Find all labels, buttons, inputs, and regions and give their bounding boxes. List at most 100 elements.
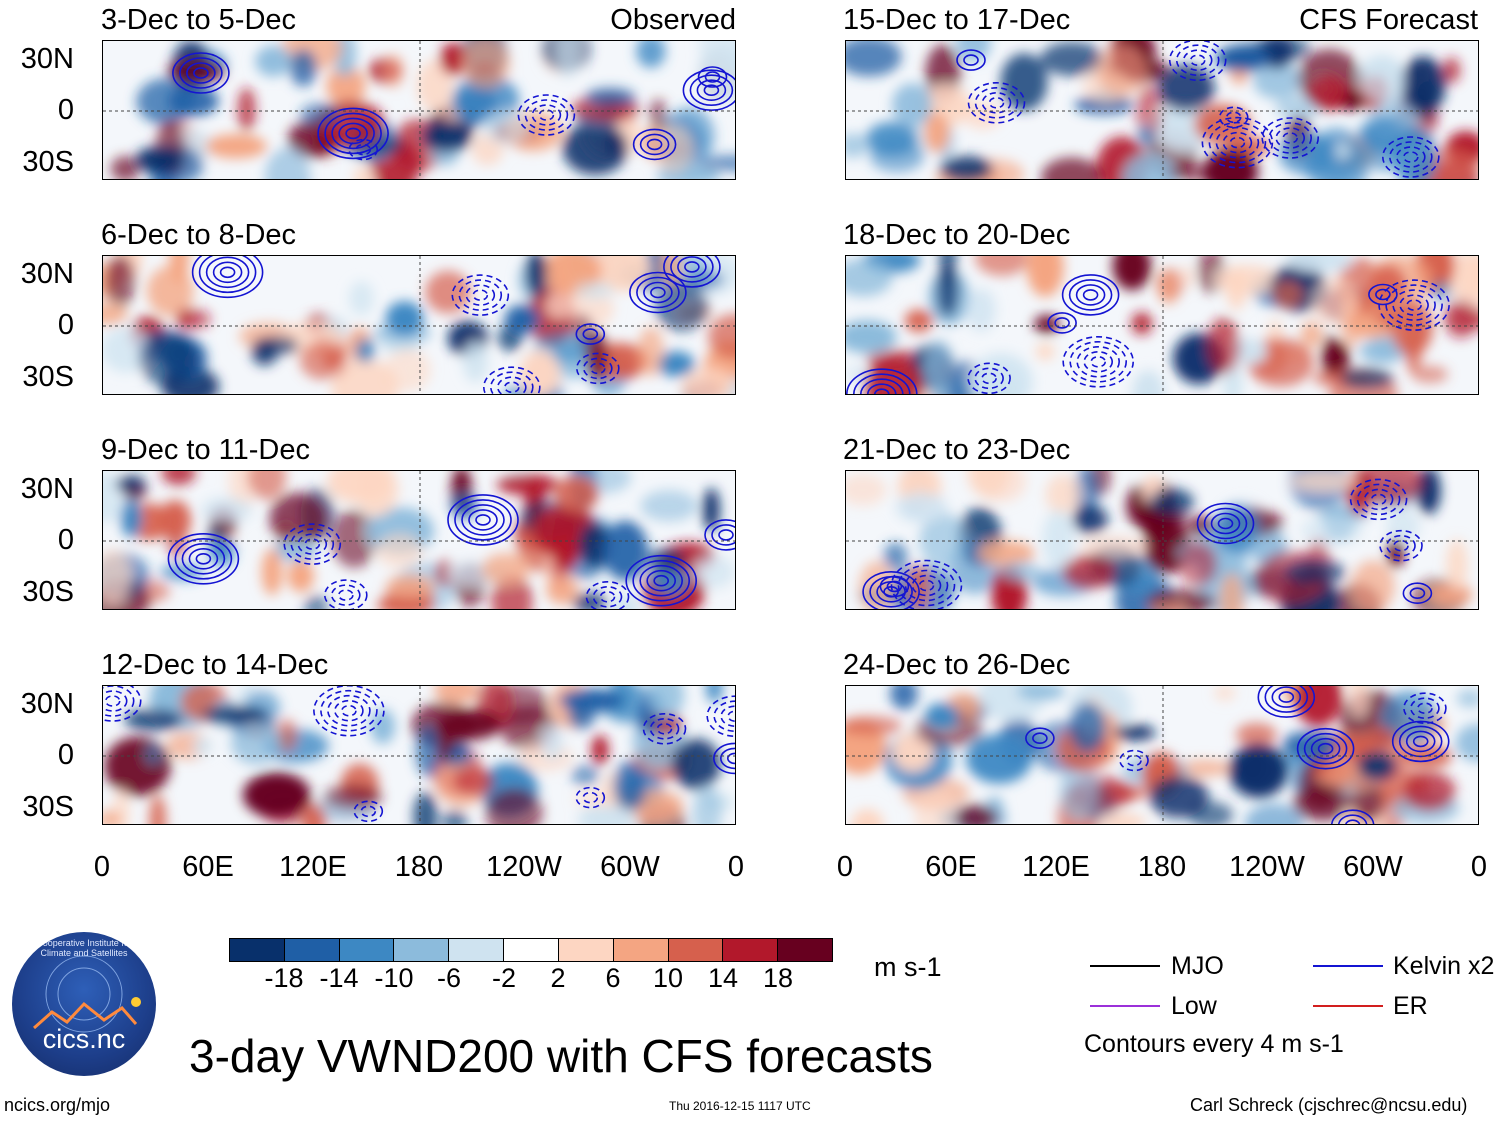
anomaly-blob: [158, 500, 192, 540]
anomaly-blob: [883, 542, 908, 572]
panel-title-3: 9-Dec to 11-Dec: [101, 434, 310, 466]
anomaly-blob: [1285, 256, 1354, 273]
anomaly-blob: [637, 326, 664, 377]
kelvin-contour: [490, 371, 534, 394]
lon-label-left-120e: 120E: [279, 851, 347, 883]
kelvin-contour: [636, 276, 680, 309]
kelvin-contour: [1405, 730, 1436, 753]
kelvin-contour: [172, 52, 230, 94]
kelvin-contour: [531, 104, 562, 126]
kelvin-contour: [188, 548, 219, 570]
anomaly-field: [103, 686, 735, 824]
colorbar-cell: [449, 939, 505, 961]
kelvin-contour: [454, 499, 512, 541]
kelvin-contour: [447, 494, 519, 546]
colorbar-cell: [613, 939, 669, 961]
anomaly-blob: [115, 475, 146, 493]
anomaly-blob: [110, 156, 140, 179]
anomaly-blob: [289, 49, 317, 87]
anomaly-blob: [1041, 157, 1103, 179]
kelvin-contour: [890, 559, 963, 609]
forecast-label: CFS Forecast: [1299, 4, 1478, 36]
main-title: 3-day VWND200 with CFS forecasts: [189, 1030, 933, 1082]
anomaly-field: [103, 471, 735, 609]
kelvin-contour: [1378, 279, 1450, 331]
anomaly-blob: [1206, 317, 1240, 375]
anomaly-field: [846, 256, 1478, 394]
anomaly-blob: [452, 766, 495, 796]
logo-text: cics.nc: [42, 1024, 126, 1054]
kelvin-contour: [283, 523, 342, 565]
anomaly-blob: [939, 256, 956, 286]
anomaly-blob: [302, 803, 326, 824]
colorbar-label: -18: [264, 963, 304, 993]
anomaly-blob: [591, 735, 609, 765]
anomaly-blob: [103, 302, 128, 325]
anomaly-blob: [924, 339, 954, 394]
kelvin-contour: [1303, 732, 1348, 765]
kelvin-contour: [1393, 539, 1409, 552]
anomaly-blob: [269, 492, 328, 546]
anomaly-blob: [546, 575, 579, 605]
colorbar-cell: [284, 939, 340, 961]
kelvin-contour: [886, 580, 903, 593]
anomaly-blob: [146, 266, 194, 316]
anomaly-blob: [1040, 41, 1104, 77]
lon-label-right-120w: 120W: [1229, 851, 1305, 883]
anomaly-blob: [353, 165, 375, 179]
anomaly-blob: [1244, 803, 1304, 824]
anomaly-blob: [846, 716, 903, 736]
kelvin-contour: [911, 574, 942, 597]
anomaly-blob: [144, 743, 163, 766]
anomaly-blob: [699, 155, 735, 172]
kelvin-contour: [341, 704, 357, 717]
anomaly-blob: [415, 725, 440, 777]
map-panel-4: [102, 685, 736, 825]
anomaly-blob: [442, 709, 502, 740]
kelvin-contour: [174, 538, 233, 580]
kelvin-contour: [582, 328, 599, 340]
anomaly-blob: [1283, 559, 1346, 586]
cics-logo: Cooperative Institute for Climate and Sa…: [12, 932, 156, 1076]
kelvin-contour: [1375, 288, 1391, 301]
kelvin-contour: [853, 373, 911, 394]
kelvin-contour: [867, 383, 897, 394]
anomaly-blob: [655, 281, 709, 332]
footer-url[interactable]: ncics.org/mjo: [4, 1095, 111, 1115]
anomaly-blob: [103, 326, 151, 373]
map-panel-3: [102, 470, 736, 610]
kelvin-contour: [1409, 587, 1426, 599]
kelvin-contour: [1075, 284, 1106, 306]
kelvin-contour: [186, 62, 216, 84]
anomaly-blob: [692, 783, 722, 824]
lon-label-right-0: 0: [836, 851, 854, 883]
colorbar: [229, 938, 833, 962]
kelvin-contour: [1208, 121, 1267, 164]
kelvin-contour: [1025, 727, 1055, 750]
kelvin-contour: [1257, 686, 1316, 718]
lat-label-30n: 30N: [20, 473, 74, 505]
kelvin-contour: [1392, 289, 1436, 321]
kelvin-contour: [670, 256, 714, 283]
colorbar-label: 18: [762, 963, 794, 993]
anomaly-field: [103, 256, 735, 394]
anomaly-blob: [866, 121, 918, 156]
anomaly-blob: [846, 320, 897, 354]
kelvin-contour: [1218, 106, 1249, 129]
anomaly-blob: [161, 471, 196, 486]
kelvin-contour: [974, 86, 1019, 119]
anomaly-blob: [846, 41, 902, 77]
anomaly-blob: [895, 492, 947, 523]
kelvin-contour: [1203, 507, 1248, 540]
anomaly-blob: [571, 764, 600, 786]
anomaly-blob: [261, 548, 283, 596]
anomaly-blob: [496, 474, 559, 495]
kelvin-contour: [1395, 146, 1426, 168]
anomaly-blob: [174, 308, 211, 330]
kelvin-contour: [904, 569, 949, 602]
anomaly-blob: [201, 497, 252, 523]
anomaly-blob: [1278, 132, 1335, 175]
anomaly-blob: [562, 121, 628, 175]
anomaly-blob: [1291, 471, 1359, 491]
anomaly-blob: [1455, 723, 1478, 762]
